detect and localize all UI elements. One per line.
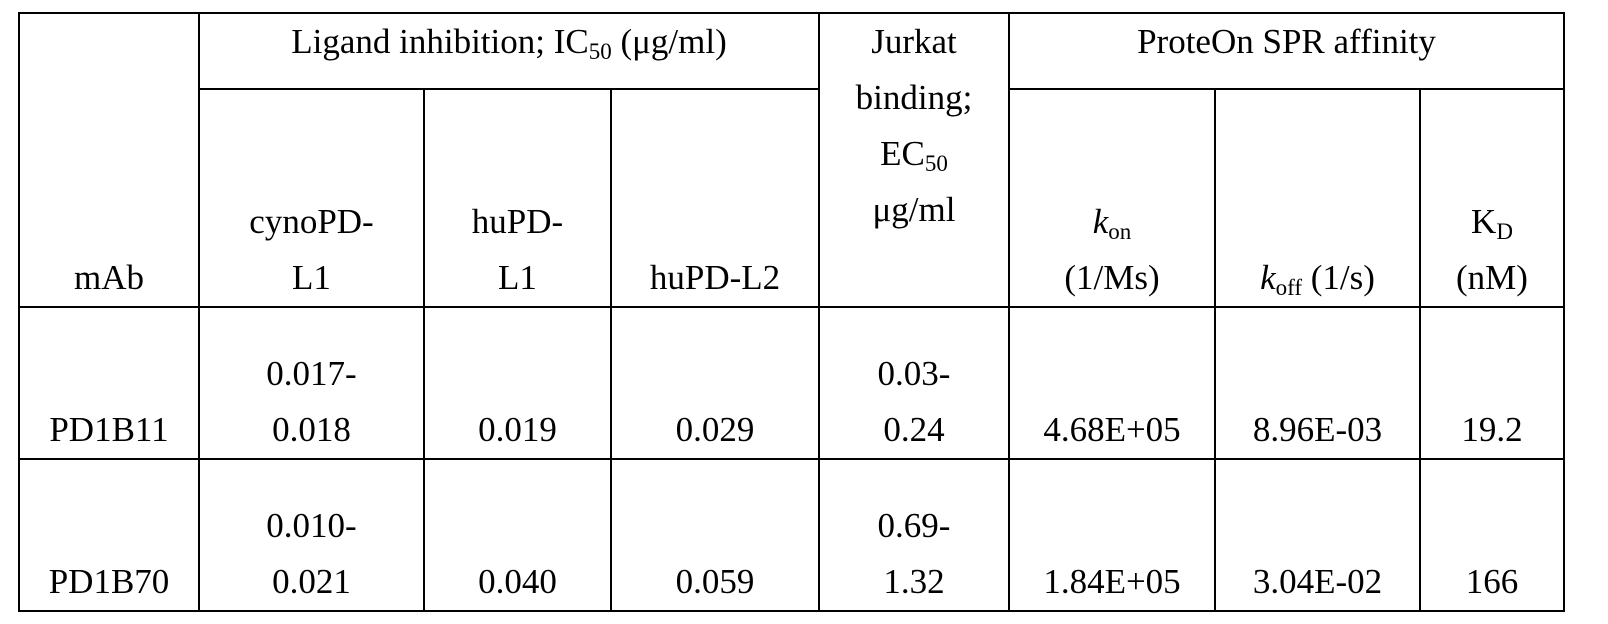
cell-hupdl1-text: 0.019: [478, 410, 557, 449]
header-mab: mAb: [18, 12, 200, 308]
header-hupdl1: huPD- L1: [423, 88, 612, 308]
cell-hupdl1: 0.019: [423, 306, 612, 460]
header-kd-line2: (nM): [1456, 258, 1528, 297]
header-spr-affinity: ProteOn SPR affinity: [1008, 12, 1565, 90]
cell-cyno-line1: 0.010-: [266, 506, 357, 545]
cell-kd-text: 166: [1465, 562, 1519, 601]
cell-jurkat-line1: 0.03-: [877, 354, 951, 393]
header-kon-line2: (1/Ms): [1064, 258, 1160, 297]
header-jurkat-ec: EC: [880, 134, 925, 173]
cell-jurkat: 0.69- 1.32: [818, 458, 1010, 612]
header-row-sub: cynoPD- L1 huPD- L1 huPD-L2 kon (1/Ms) k…: [19, 88, 1565, 308]
cell-koff-text: 8.96E-03: [1252, 410, 1383, 449]
cell-kd: 166: [1419, 458, 1565, 612]
cell-cyno: 0.017- 0.018: [198, 306, 425, 460]
header-ligand-inhibition: Ligand inhibition; IC50 (μg/ml): [198, 12, 820, 90]
header-cyno: cynoPD- L1: [198, 88, 425, 308]
header-jurkat: Jurkat binding; EC50 μg/ml: [818, 12, 1010, 308]
header-jurkat-ec-sub: 50: [924, 151, 948, 176]
header-kd-line1: KD: [1421, 194, 1563, 250]
cell-mab: PD1B11: [18, 306, 200, 460]
header-koff-line: koff (1/s): [1216, 250, 1419, 306]
cell-cyno: 0.010- 0.021: [198, 458, 425, 612]
cell-hupdl1-text: 0.040: [478, 562, 557, 601]
table-row: PD1B70 0.010- 0.021 0.040 0.059 0.69- 1.…: [18, 458, 1565, 612]
header-hupdl2: huPD-L2: [610, 88, 820, 308]
cell-jurkat: 0.03- 0.24: [818, 306, 1010, 460]
header-cyno-line2: L1: [292, 258, 331, 297]
cell-cyno-line2: 0.021: [272, 562, 351, 601]
cell-hupdl2: 0.029: [610, 306, 820, 460]
header-jurkat-line1: Jurkat: [871, 22, 957, 61]
header-kon-k: k: [1092, 202, 1109, 241]
cell-kd: 19.2: [1419, 306, 1565, 460]
header-spr-label: ProteOn SPR affinity: [1137, 22, 1436, 61]
table-row: PD1B11 0.017- 0.018 0.019 0.029 0.03- 0.…: [18, 306, 1565, 460]
header-hupdl1-line2: L1: [498, 258, 537, 297]
cell-jurkat-line1: 0.69-: [877, 506, 951, 545]
header-hupdl2-label: huPD-L2: [649, 258, 781, 297]
header-ligand-prefix: Ligand inhibition; IC: [291, 22, 589, 61]
cell-hupdl2-text: 0.029: [675, 410, 755, 449]
header-kd-k: K: [1471, 202, 1497, 241]
header-kd-sub: D: [1496, 219, 1513, 244]
cell-mab: PD1B70: [18, 458, 200, 612]
cell-jurkat-line2: 1.32: [883, 562, 945, 601]
header-koff-suffix: (1/s): [1302, 258, 1375, 297]
cell-koff: 8.96E-03: [1214, 306, 1421, 460]
header-row-group: mAb Ligand inhibition; IC50 (μg/ml) Jurk…: [18, 12, 1565, 308]
cell-koff: 3.04E-02: [1214, 458, 1421, 612]
cell-hupdl2-text: 0.059: [675, 562, 755, 601]
header-koff: koff (1/s): [1214, 88, 1421, 308]
cell-cyno-line1: 0.017-: [266, 354, 357, 393]
cell-kon-text: 1.84E+05: [1043, 562, 1181, 601]
cell-kon-text: 4.68E+05: [1043, 410, 1181, 449]
cell-kon: 4.68E+05: [1008, 306, 1216, 460]
cell-kon: 1.84E+05: [1008, 458, 1216, 612]
header-kd: KD (nM): [1419, 88, 1565, 308]
header-kon-line1: kon: [1010, 194, 1214, 250]
cell-mab-text: PD1B11: [49, 410, 169, 449]
header-koff-sub: off: [1275, 275, 1303, 300]
header-ligand-suffix: (μg/ml): [611, 22, 727, 61]
header-hupdl1-line1: huPD-: [471, 202, 564, 241]
cell-hupdl2: 0.059: [610, 458, 820, 612]
header-kon-sub: on: [1108, 219, 1132, 244]
cell-jurkat-line2: 0.24: [883, 410, 945, 449]
header-cyno-line1: cynoPD-: [249, 202, 374, 241]
cell-hupdl1: 0.040: [423, 458, 612, 612]
cell-kd-text: 19.2: [1461, 410, 1523, 449]
header-ligand-sub: 50: [588, 39, 612, 64]
cell-koff-text: 3.04E-02: [1252, 562, 1383, 601]
header-jurkat-line4: μg/ml: [872, 190, 956, 229]
header-kon: kon (1/Ms): [1008, 88, 1216, 308]
data-table: mAb Ligand inhibition; IC50 (μg/ml) Jurk…: [18, 12, 1565, 612]
header-koff-k: k: [1260, 258, 1276, 297]
cell-mab-text: PD1B70: [48, 562, 170, 601]
header-mab-label: mAb: [74, 258, 144, 297]
header-jurkat-line2: binding;: [855, 78, 973, 117]
header-jurkat-line3: EC50: [820, 126, 1008, 182]
cell-cyno-line2: 0.018: [272, 410, 351, 449]
